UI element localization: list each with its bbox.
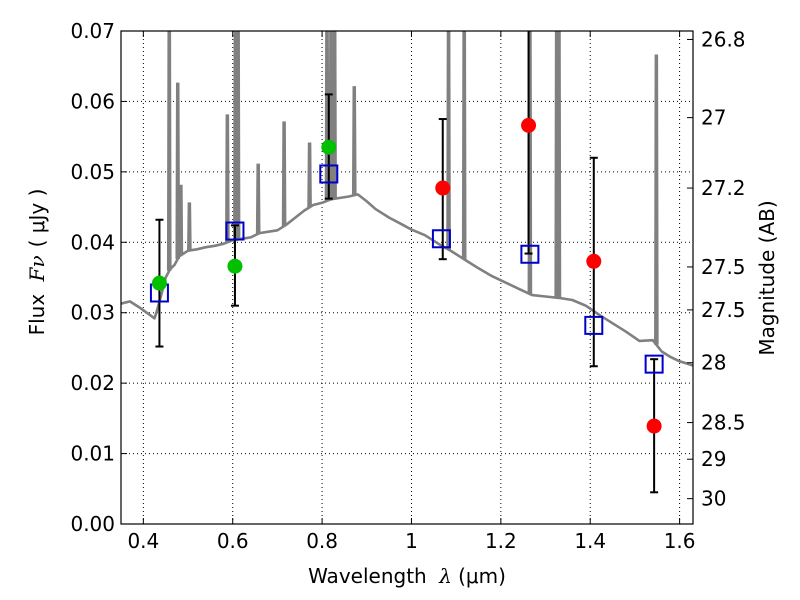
spectrum-line: [121, 193, 693, 367]
grid: [121, 30, 693, 525]
nir-point: [521, 117, 537, 133]
y-tick-label: 0.04: [70, 230, 115, 254]
right-tick-label: 26.8: [701, 27, 746, 51]
emission-line: [461, 31, 467, 260]
emission-line: [332, 31, 337, 199]
y-tick-label: 0.03: [70, 301, 115, 325]
emission-line: [654, 54, 659, 345]
emission-line: [225, 114, 230, 243]
emission-line: [281, 121, 287, 227]
emission-line: [255, 163, 261, 234]
emission-line: [307, 142, 312, 208]
x-axis-title-unit: (μm): [452, 564, 506, 588]
model-box: [319, 164, 339, 184]
x-tick-label: 1.4: [574, 529, 606, 553]
plot-frame: [120, 30, 694, 525]
y-axis-title-symbol: Fν: [25, 255, 49, 282]
model-box: [644, 354, 664, 374]
nir-point: [586, 253, 602, 269]
emission-line: [187, 202, 192, 251]
right-tick-label: 27.5: [701, 255, 746, 279]
right-tick-label: 28: [701, 351, 726, 375]
y-tick-label: 0.00: [70, 512, 115, 536]
emission-line: [446, 31, 451, 250]
right-tick-label: 30: [701, 487, 726, 511]
x-axis-title-prefix: Wavelength: [308, 564, 433, 588]
nir-point: [435, 180, 451, 196]
emission-line: [235, 31, 241, 240]
right-tick-label: 27.2: [701, 176, 746, 200]
emission-line: [324, 31, 330, 201]
right-tick-label: 29: [701, 447, 726, 471]
x-tick-label: 1.6: [664, 529, 696, 553]
y-axis-title-unit: ( μJy ): [25, 189, 49, 248]
model-box: [584, 315, 604, 335]
model-box: [431, 229, 451, 249]
x-tick-label: 1.2: [485, 529, 517, 553]
right-axis-title: Magnitude (AB): [755, 200, 779, 355]
right-tick-label: 28.5: [701, 411, 746, 435]
y-tick-label: 0.02: [70, 371, 115, 395]
optical-point: [321, 139, 337, 155]
right-tick-label: 27.5: [701, 298, 746, 322]
nir-point: [646, 418, 662, 434]
y-tick-label: 0.01: [70, 442, 115, 466]
y-axis-title: Flux Fν ( μJy ): [25, 189, 49, 336]
x-tick-label: 1: [405, 529, 418, 553]
y-tick-label: 0.05: [70, 160, 115, 184]
y-tick-label: 0.06: [70, 89, 115, 113]
emission-line: [328, 31, 334, 200]
x-tick-label: 0.8: [306, 529, 338, 553]
emission-line: [351, 86, 357, 196]
x-axis-title-symbol: λ: [438, 564, 452, 588]
emission-line: [178, 184, 184, 256]
emission-line: [166, 31, 172, 271]
model-box: [225, 221, 245, 241]
emission-line: [556, 31, 562, 298]
x-axis-title: Wavelength λ (μm): [308, 564, 506, 588]
optical-point: [227, 258, 243, 274]
model-box: [520, 244, 540, 264]
plot-marks: [121, 31, 693, 494]
optical-point: [151, 275, 167, 291]
y-axis-title-prefix: Flux: [25, 287, 49, 335]
x-tick-label: 0.6: [217, 529, 249, 553]
emission-line: [175, 82, 181, 259]
y-tick-label: 0.07: [70, 19, 115, 43]
x-tick-label: 0.4: [127, 529, 159, 553]
right-tick-label: 27: [701, 106, 726, 130]
axis-ticks: 0.4 0.6 0.8 1 1.2 1.4 1.6 0.00 0.01 0.02 0.03 0.04 0…: [70, 19, 745, 553]
